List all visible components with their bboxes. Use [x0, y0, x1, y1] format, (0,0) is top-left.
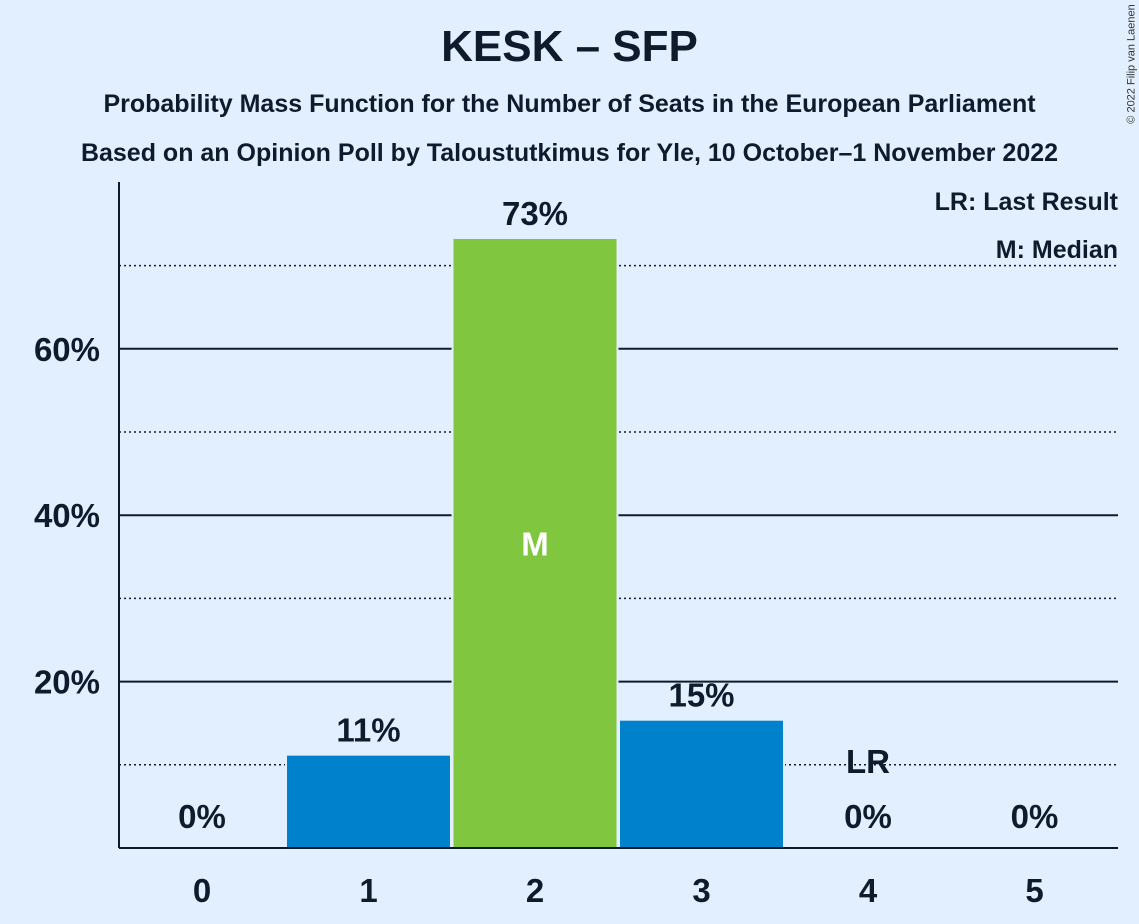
chart-title: KESK – SFP	[441, 22, 698, 71]
value-labels: 0% 11% 73% M 15% 0% LR 0%	[178, 195, 1058, 835]
legend-median: M: Median	[996, 236, 1118, 264]
x-tick-label: 2	[526, 872, 544, 909]
data-label: 0%	[178, 798, 226, 835]
data-label: 15%	[668, 677, 734, 714]
x-tick-label: 5	[1025, 872, 1043, 909]
data-label: 73%	[502, 195, 568, 232]
bars	[285, 236, 785, 848]
axes: 20% 40% 60% 0 1 2 3 4 5	[34, 182, 1118, 909]
x-tick-label: 3	[692, 872, 710, 909]
median-marker: M	[521, 525, 549, 562]
last-result-marker: LR	[846, 743, 890, 780]
y-tick-label: 20%	[34, 664, 100, 701]
bar	[287, 755, 450, 848]
data-label: 0%	[844, 798, 892, 835]
x-tick-label: 0	[193, 872, 211, 909]
legend-last-result: LR: Last Result	[935, 188, 1119, 216]
chart-subtitle: Probability Mass Function for the Number…	[103, 90, 1036, 118]
bar	[453, 238, 617, 848]
y-tick-label: 60%	[34, 331, 100, 368]
y-tick-label: 40%	[34, 497, 100, 534]
data-label: 0%	[1011, 798, 1059, 835]
chart-source-subtitle: Based on an Opinion Poll by Taloustutkim…	[80, 139, 1059, 167]
data-label: 11%	[336, 712, 400, 749]
x-tick-label: 4	[859, 872, 878, 909]
x-tick-label: 1	[359, 872, 377, 909]
bar	[620, 720, 783, 848]
